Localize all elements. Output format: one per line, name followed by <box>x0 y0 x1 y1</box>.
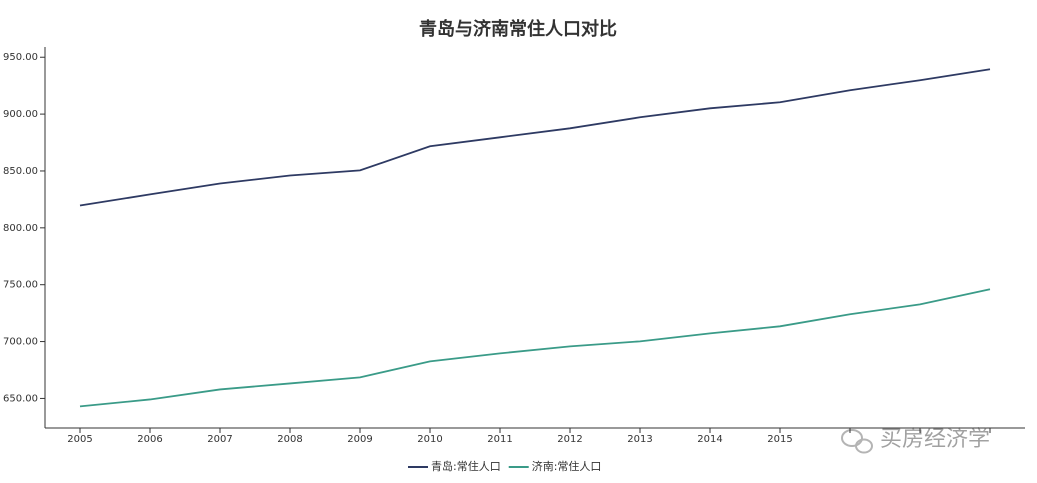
series-line <box>79 68 991 207</box>
y-tick-label: 800.00 <box>3 223 38 234</box>
x-tick-label: 2015 <box>767 434 792 445</box>
x-tick-label: 2014 <box>697 434 722 445</box>
watermark-text: 买房经济学 <box>880 427 990 452</box>
series-line <box>79 288 991 408</box>
chart-title: 青岛与济南常住人口对比 <box>419 18 617 40</box>
y-tick-label: 700.00 <box>3 337 38 348</box>
legend-label: 济南:常住人口 <box>532 459 602 473</box>
watermark: 买房经济学 <box>841 427 990 454</box>
x-tick-label: 2009 <box>347 434 372 445</box>
y-tick-label: 650.00 <box>3 393 38 404</box>
watermark-icon <box>841 429 863 447</box>
legend-label: 青岛:常住人口 <box>431 459 501 473</box>
y-tick-label: 900.00 <box>3 109 38 120</box>
x-tick-label: 2012 <box>557 434 582 445</box>
x-tick-label: 2011 <box>487 434 512 445</box>
legend: 青岛:常住人口 济南:常住人口 <box>408 459 601 473</box>
x-tick-label: 2013 <box>627 434 652 445</box>
x-tick-label: 2005 <box>67 434 92 445</box>
x-tick-label: 2010 <box>417 434 442 445</box>
watermark-icon <box>855 438 873 454</box>
y-tick-label: 750.00 <box>3 280 38 291</box>
y-tick-label: 850.00 <box>3 166 38 177</box>
x-tick-label: 2006 <box>137 434 162 445</box>
x-tick-label: 2007 <box>207 434 232 445</box>
y-tick-label: 950.00 <box>3 52 38 63</box>
x-tick-label: 2008 <box>277 434 302 445</box>
